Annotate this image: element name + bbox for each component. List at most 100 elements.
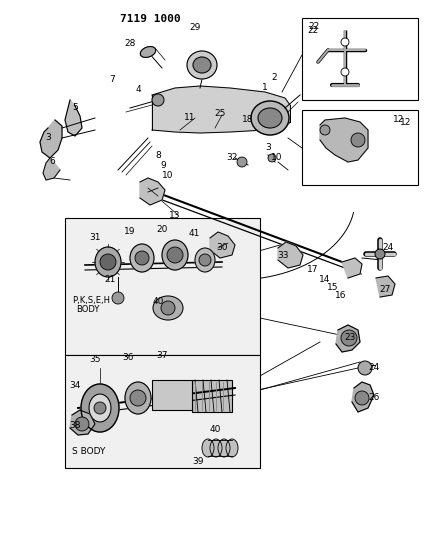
- Ellipse shape: [226, 439, 238, 457]
- Text: 17: 17: [307, 265, 319, 274]
- Polygon shape: [320, 118, 368, 162]
- Circle shape: [237, 157, 247, 167]
- Text: 41: 41: [188, 230, 200, 238]
- Bar: [65, 355, 260, 468]
- Text: BODY: BODY: [76, 305, 99, 314]
- Text: 29: 29: [189, 23, 201, 33]
- Text: 27: 27: [379, 286, 391, 295]
- Polygon shape: [43, 158, 60, 180]
- Text: P,K,S,E,H: P,K,S,E,H: [72, 295, 110, 304]
- Ellipse shape: [125, 382, 151, 414]
- Circle shape: [167, 247, 183, 263]
- Ellipse shape: [95, 247, 121, 277]
- Ellipse shape: [218, 439, 230, 457]
- Text: 13: 13: [169, 211, 181, 220]
- Circle shape: [100, 254, 116, 270]
- Text: 11: 11: [184, 114, 196, 123]
- Text: 2: 2: [271, 74, 277, 83]
- Polygon shape: [40, 120, 62, 158]
- Circle shape: [375, 249, 385, 259]
- Text: 37: 37: [156, 351, 168, 360]
- Ellipse shape: [130, 244, 154, 272]
- Text: 9: 9: [160, 160, 166, 169]
- Circle shape: [341, 38, 349, 46]
- Bar: [65, 218, 260, 355]
- Bar: [152, 380, 192, 410]
- Circle shape: [94, 402, 106, 414]
- Text: 19: 19: [124, 228, 136, 237]
- Polygon shape: [140, 178, 165, 205]
- Text: 4: 4: [135, 85, 141, 94]
- Text: 22: 22: [308, 22, 319, 31]
- Polygon shape: [336, 325, 360, 352]
- Text: 16: 16: [335, 290, 347, 300]
- Circle shape: [341, 68, 349, 76]
- Text: 38: 38: [69, 421, 81, 430]
- Text: 3: 3: [45, 133, 51, 142]
- Text: 5: 5: [72, 103, 78, 112]
- Text: 33: 33: [277, 251, 289, 260]
- Text: 15: 15: [327, 284, 339, 293]
- Text: 7: 7: [109, 76, 115, 85]
- Text: 28: 28: [124, 38, 136, 47]
- Polygon shape: [342, 258, 362, 278]
- Text: 3: 3: [265, 143, 271, 152]
- Text: 12: 12: [393, 115, 404, 124]
- Text: 18: 18: [242, 116, 254, 125]
- Text: 25: 25: [214, 109, 226, 118]
- Text: 20: 20: [156, 225, 168, 235]
- Circle shape: [351, 133, 365, 147]
- Circle shape: [135, 251, 149, 265]
- Text: 34: 34: [69, 381, 81, 390]
- Ellipse shape: [140, 46, 156, 58]
- Circle shape: [320, 125, 330, 135]
- Text: 24: 24: [382, 244, 394, 253]
- Ellipse shape: [162, 240, 188, 270]
- Text: 40: 40: [152, 297, 163, 306]
- Bar: [302, 110, 418, 185]
- Text: 22: 22: [307, 26, 318, 35]
- Text: 24: 24: [369, 364, 380, 373]
- Ellipse shape: [187, 51, 217, 79]
- Text: 10: 10: [271, 154, 283, 163]
- Circle shape: [358, 361, 372, 375]
- Circle shape: [130, 390, 146, 406]
- Ellipse shape: [210, 439, 222, 457]
- Text: 32: 32: [226, 154, 238, 163]
- Circle shape: [161, 301, 175, 315]
- Polygon shape: [65, 100, 82, 136]
- Ellipse shape: [195, 248, 215, 272]
- Polygon shape: [152, 86, 290, 133]
- Text: 36: 36: [122, 353, 134, 362]
- Text: 8: 8: [155, 150, 161, 159]
- Circle shape: [75, 417, 89, 431]
- Text: 35: 35: [89, 356, 101, 365]
- Circle shape: [268, 154, 276, 162]
- Text: 26: 26: [369, 393, 380, 402]
- Ellipse shape: [258, 108, 282, 128]
- Ellipse shape: [193, 57, 211, 73]
- Text: 12: 12: [400, 118, 411, 127]
- Polygon shape: [376, 276, 395, 297]
- Ellipse shape: [153, 296, 183, 320]
- Text: 14: 14: [319, 276, 331, 285]
- Ellipse shape: [81, 384, 119, 432]
- Text: 10: 10: [162, 171, 174, 180]
- Circle shape: [355, 391, 369, 405]
- Text: S BODY: S BODY: [72, 448, 105, 456]
- Text: 23: 23: [344, 334, 356, 343]
- Bar: [302, 18, 418, 100]
- Circle shape: [152, 94, 164, 106]
- Ellipse shape: [202, 439, 214, 457]
- Text: 1: 1: [262, 84, 268, 93]
- Circle shape: [199, 254, 211, 266]
- Polygon shape: [70, 410, 95, 435]
- Text: 31: 31: [89, 233, 101, 243]
- Text: 39: 39: [192, 457, 204, 466]
- Polygon shape: [278, 242, 303, 268]
- Circle shape: [112, 292, 124, 304]
- Text: 30: 30: [216, 244, 228, 253]
- Ellipse shape: [251, 101, 289, 135]
- Ellipse shape: [89, 394, 111, 422]
- Text: 7119 1000: 7119 1000: [120, 14, 181, 24]
